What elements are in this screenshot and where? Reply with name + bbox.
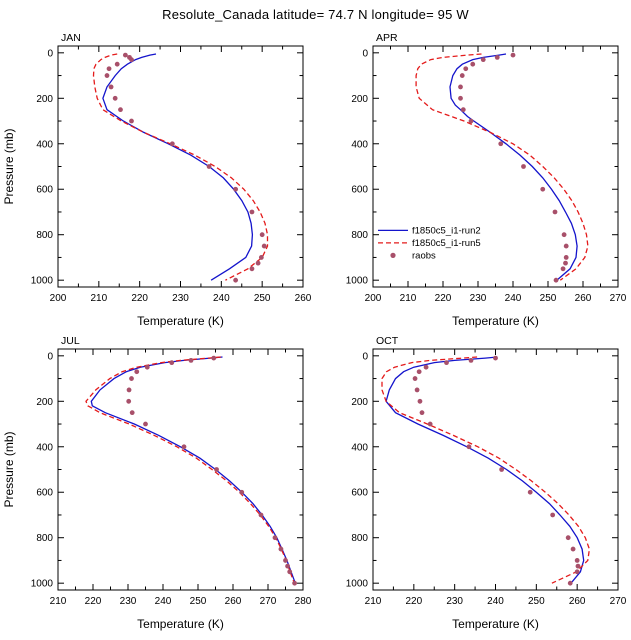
y-tick-label: 1000 (346, 579, 369, 590)
y-tick-label: 400 (36, 139, 53, 150)
x-tick-label: 210 (50, 596, 67, 607)
legend-label: f1850c5_i1-run2 (412, 226, 481, 237)
y-tick-label: 800 (36, 533, 53, 544)
panel-label: JAN (61, 32, 81, 44)
chart-grid: 200 210 220 230 240 250 260 0 200 400 600 800 1000 JA… (0, 28, 631, 634)
x-tick-label: 240 (155, 596, 172, 607)
series-f1850c5_i1-run5 (85, 356, 295, 584)
y-tick-label: 1000 (31, 579, 54, 590)
panel-apr-chart: 200 210 220 230 240 250 260 270 0 200 400 600 800 100… (346, 32, 627, 328)
panel-label: OCT (376, 335, 399, 347)
x-axis-title: Temperature (K) (452, 617, 539, 631)
tick-labels: 200 210 220 230 240 250 260 270 0 200 400 600 800 100… (346, 48, 627, 304)
x-tick-label: 270 (610, 596, 627, 607)
y-tick-label: 600 (351, 185, 368, 196)
series-raobs (126, 355, 297, 586)
series-raobs (458, 52, 569, 283)
y-tick-label: 200 (36, 397, 53, 408)
y-tick-label: 1000 (346, 276, 369, 287)
x-tick-label: 260 (569, 596, 586, 607)
x-tick-label: 230 (446, 596, 463, 607)
x-tick-label: 210 (400, 293, 417, 304)
x-tick-label: 250 (190, 596, 207, 607)
x-tick-label: 210 (90, 293, 107, 304)
x-tick-label: 270 (610, 293, 627, 304)
x-tick-label: 200 (50, 293, 67, 304)
legend-dot-sample (390, 252, 396, 258)
y-tick-label: 0 (362, 351, 368, 362)
x-tick-label: 240 (505, 293, 522, 304)
x-tick-label: 260 (295, 293, 312, 304)
x-tick-label: 220 (405, 596, 422, 607)
y-tick-label: 600 (36, 185, 53, 196)
panel-label: APR (376, 32, 398, 44)
series-f1850c5_i1-run5 (92, 53, 269, 281)
y-tick-label: 1000 (31, 276, 54, 287)
series-f1850c5_i1-run5 (381, 356, 591, 584)
x-tick-label: 210 (365, 596, 382, 607)
axes (372, 46, 619, 287)
panel-oct-chart: 210 220 230 240 250 260 270 0 200 400 600 800 1000 OC… (346, 335, 627, 631)
figure-title: Resolute_Canada latitude= 74.7 N longitu… (162, 7, 469, 22)
x-tick-label: 230 (470, 293, 487, 304)
y-tick-label: 600 (36, 488, 53, 499)
plot-frame (57, 348, 304, 591)
y-tick-label: 0 (362, 48, 368, 59)
x-tick-label: 230 (120, 596, 137, 607)
series-f1850c5_i1-run2 (102, 53, 254, 281)
x-axis-title: Temperature (K) (452, 314, 539, 328)
y-tick-label: 200 (36, 94, 53, 105)
y-tick-label: 400 (36, 442, 53, 453)
x-tick-label: 250 (540, 293, 557, 304)
y-axis-title: Pressure (mb) (2, 431, 16, 507)
panel-label: JUL (61, 335, 80, 347)
x-tick-label: 220 (85, 596, 102, 607)
y-axis-title: Pressure (mb) (2, 128, 16, 204)
plot-frame (372, 45, 619, 288)
legend-label: raobs (412, 251, 436, 262)
y-tick-label: 200 (351, 94, 368, 105)
y-tick-label: 600 (351, 488, 368, 499)
plot-frame (372, 348, 619, 591)
y-tick-label: 0 (47, 48, 53, 59)
legend-label: f1850c5_i1-run5 (412, 238, 481, 249)
axes (57, 46, 304, 287)
axes (372, 349, 619, 590)
series-raobs (104, 52, 267, 283)
panel-jul-chart: 210 220 230 240 250 260 270 280 0 200 400 600 800 100… (2, 335, 312, 631)
x-axis-title: Temperature (K) (137, 617, 224, 631)
x-tick-label: 250 (254, 293, 271, 304)
y-tick-label: 400 (351, 442, 368, 453)
x-tick-label: 270 (260, 596, 277, 607)
series-f1850c5_i1-run2 (90, 356, 296, 584)
x-tick-label: 220 (435, 293, 452, 304)
x-tick-label: 280 (295, 596, 312, 607)
x-tick-label: 250 (528, 596, 545, 607)
x-tick-label: 240 (487, 596, 504, 607)
y-tick-label: 800 (351, 533, 368, 544)
x-tick-label: 230 (172, 293, 189, 304)
y-tick-label: 0 (47, 351, 53, 362)
tick-labels: 200 210 220 230 240 250 260 0 200 400 600 800 1000 (31, 48, 312, 304)
x-tick-label: 260 (225, 596, 242, 607)
y-tick-label: 800 (351, 230, 368, 241)
axes (57, 349, 304, 590)
x-axis-title: Temperature (K) (137, 314, 224, 328)
x-tick-label: 240 (213, 293, 230, 304)
y-tick-label: 800 (36, 230, 53, 241)
y-tick-label: 200 (351, 397, 368, 408)
y-tick-label: 400 (351, 139, 368, 150)
series-f1850c5_i1-run5 (415, 53, 589, 281)
tick-labels: 210 220 230 240 250 260 270 280 0 200 400 600 800 100… (31, 351, 312, 607)
tick-labels: 210 220 230 240 250 260 270 0 200 400 600 800 1000 (346, 351, 627, 607)
x-tick-label: 200 (365, 293, 382, 304)
x-tick-label: 260 (575, 293, 592, 304)
panel-jan-chart: 200 210 220 230 240 250 260 0 200 400 600 800 1000 JA… (2, 32, 312, 328)
x-tick-label: 220 (131, 293, 148, 304)
series-raobs (412, 355, 581, 586)
